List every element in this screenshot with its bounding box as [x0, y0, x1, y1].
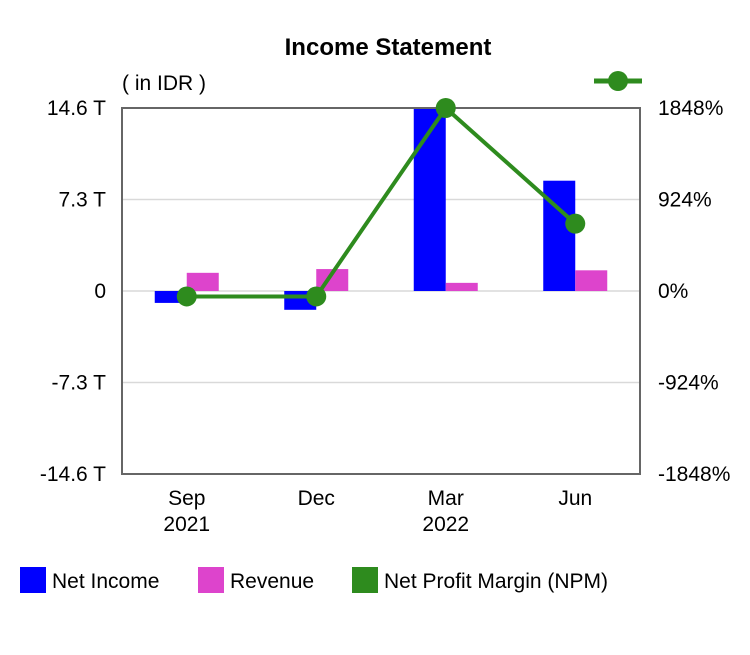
legend-label: Revenue: [230, 570, 314, 593]
right-axis-tick-label: 0%: [658, 280, 688, 303]
chart-title: Income Statement: [285, 34, 492, 61]
left-axis-tick-label: -14.6 T: [40, 463, 106, 486]
left-axis-tick-label: -7.3 T: [52, 372, 107, 395]
unit-label: ( in IDR ): [122, 72, 206, 95]
legend-label: Net Income: [52, 570, 159, 593]
npm-point: [306, 286, 327, 307]
left-axis-tick-label: 7.3 T: [59, 189, 107, 212]
legend-swatch: [20, 567, 46, 593]
npm-legend-marker-top: [594, 71, 642, 91]
legend-swatch: [198, 567, 224, 593]
right-y-axis: 1848% 924% 0% -924% -1848%: [658, 97, 730, 486]
npm-point: [565, 213, 586, 234]
revenue-bar: [445, 282, 478, 291]
left-axis-tick-label: 14.6 T: [47, 97, 106, 120]
npm-legend-dot: [608, 71, 628, 91]
x-axis: Sep 2021 Dec Mar 2022 Jun: [163, 487, 592, 536]
right-axis-tick-label: -924%: [658, 372, 719, 395]
left-axis-tick-label: 0: [94, 280, 106, 303]
right-axis-tick-label: 924%: [658, 189, 712, 212]
x-axis-tick-label: Mar 2022: [422, 487, 469, 536]
npm-series-line: [186, 106, 577, 299]
legend: Net Income Revenue Net Profit Margin (NPM): [20, 567, 608, 593]
legend-swatch: [352, 567, 378, 593]
plot-area-border: [121, 107, 641, 475]
npm-point: [176, 286, 197, 307]
revenue-bar: [575, 270, 608, 291]
npm-line: [176, 98, 586, 307]
right-axis-tick-label: -1848%: [658, 463, 730, 486]
net-income-bar: [154, 291, 187, 303]
bars: [154, 108, 608, 310]
x-axis-tick-label: Dec: [298, 487, 335, 510]
left-y-axis: 14.6 T 7.3 T 0 -7.3 T -14.6 T: [40, 97, 106, 486]
npm-point: [435, 98, 456, 118]
net-income-bar: [413, 108, 446, 291]
x-axis-tick-label: Jun: [558, 487, 592, 510]
revenue-bar: [186, 272, 219, 291]
x-axis-tick-label: Sep 2021: [163, 487, 210, 536]
right-axis-tick-label: 1848%: [658, 97, 723, 120]
legend-label: Net Profit Margin (NPM): [384, 570, 608, 593]
